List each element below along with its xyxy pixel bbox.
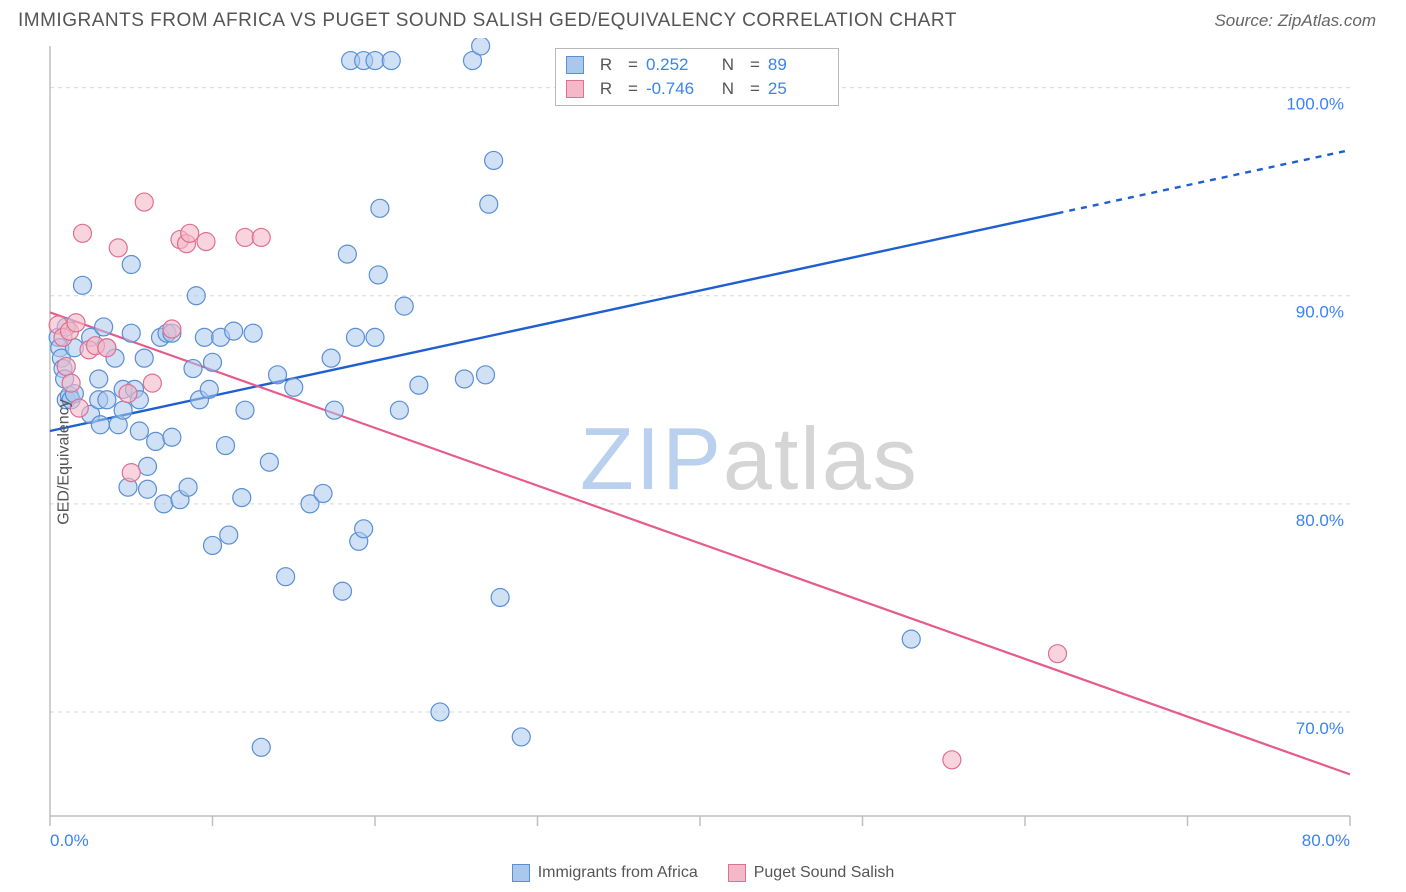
- legend-item: Immigrants from Africa: [512, 864, 698, 882]
- source-label: Source: ZipAtlas.com: [1214, 11, 1376, 31]
- stats-legend: R=0.252N=89R=-0.746N=25: [555, 48, 839, 106]
- chart-header: IMMIGRANTS FROM AFRICA VS PUGET SOUND SA…: [0, 0, 1406, 38]
- r-value: -0.746: [646, 79, 706, 99]
- legend-label: Immigrants from Africa: [538, 864, 698, 882]
- legend-swatch: [728, 864, 746, 882]
- svg-text:0.0%: 0.0%: [50, 831, 89, 850]
- svg-text:100.0%: 100.0%: [1286, 95, 1344, 114]
- svg-text:70.0%: 70.0%: [1296, 719, 1344, 738]
- r-value: 0.252: [646, 55, 706, 75]
- stats-legend-row: R=0.252N=89: [566, 53, 828, 77]
- y-axis-label: GED/Equivalency: [56, 399, 74, 524]
- n-value: 25: [768, 79, 828, 99]
- stats-legend-row: R=-0.746N=25: [566, 77, 828, 101]
- n-value: 89: [768, 55, 828, 75]
- series-legend: Immigrants from Africa Puget Sound Salish: [0, 864, 1406, 882]
- chart-title: IMMIGRANTS FROM AFRICA VS PUGET SOUND SA…: [18, 10, 957, 32]
- legend-item: Puget Sound Salish: [728, 864, 895, 882]
- legend-swatch: [512, 864, 530, 882]
- legend-label: Puget Sound Salish: [754, 864, 895, 882]
- svg-text:90.0%: 90.0%: [1296, 303, 1344, 322]
- scatter-plot: 70.0% 80.0% 90.0% 100.0% 0.0% 80.0%: [0, 38, 1406, 850]
- legend-swatch: [566, 56, 584, 74]
- svg-text:80.0%: 80.0%: [1296, 511, 1344, 530]
- svg-text:80.0%: 80.0%: [1302, 831, 1350, 850]
- chart-area: GED/Equivalency 70.0% 80.0% 90.0% 100.0% 0.0…: [0, 38, 1406, 886]
- legend-swatch: [566, 80, 584, 98]
